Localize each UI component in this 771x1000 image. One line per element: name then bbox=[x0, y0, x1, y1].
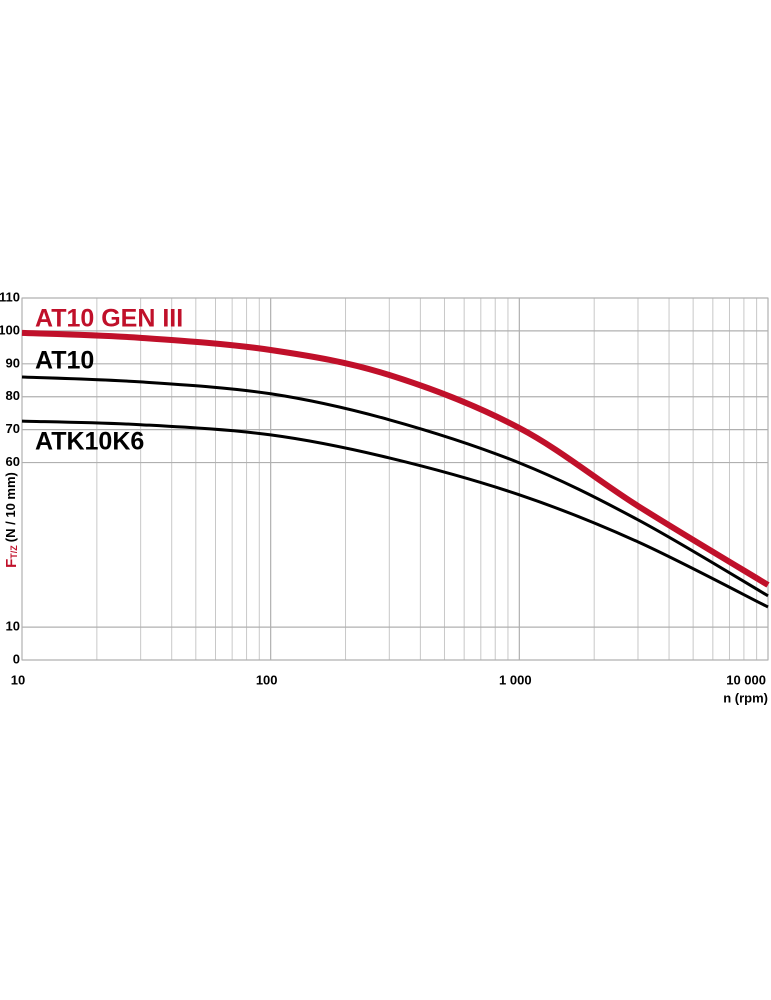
x-tick-label: 10 000 bbox=[726, 672, 766, 687]
series-label: AT10 GEN III bbox=[35, 305, 183, 333]
y-tick-label: 100 bbox=[0, 322, 20, 337]
y-tick-label: 0 bbox=[13, 651, 20, 666]
series-label: AT10 bbox=[35, 347, 94, 375]
series-label: ATK10K6 bbox=[35, 428, 144, 456]
plot-frame bbox=[21, 297, 769, 661]
y-tick-label: 80 bbox=[6, 388, 20, 403]
y-tick-label: 70 bbox=[6, 421, 20, 436]
y-label-subscript: T/Z bbox=[9, 545, 19, 559]
x-tick-label: 100 bbox=[256, 672, 278, 687]
y-axis-label: FT/Z (N / 10 mm) bbox=[3, 472, 20, 568]
y-tick-label: 90 bbox=[6, 355, 20, 370]
series-line bbox=[21, 375, 769, 598]
y-tick-label: 110 bbox=[0, 289, 20, 304]
series-line bbox=[21, 329, 770, 588]
y-tick-label: 60 bbox=[6, 454, 20, 469]
y-tick-label: 10 bbox=[6, 619, 20, 634]
x-tick-label: 10 bbox=[11, 672, 25, 687]
series-line bbox=[21, 419, 769, 609]
y-label-symbol: F bbox=[3, 559, 20, 568]
x-tick-label: 1 000 bbox=[499, 672, 532, 687]
x-axis-label: n (rpm) bbox=[723, 690, 768, 705]
y-label-unit: (N / 10 mm) bbox=[3, 472, 18, 542]
